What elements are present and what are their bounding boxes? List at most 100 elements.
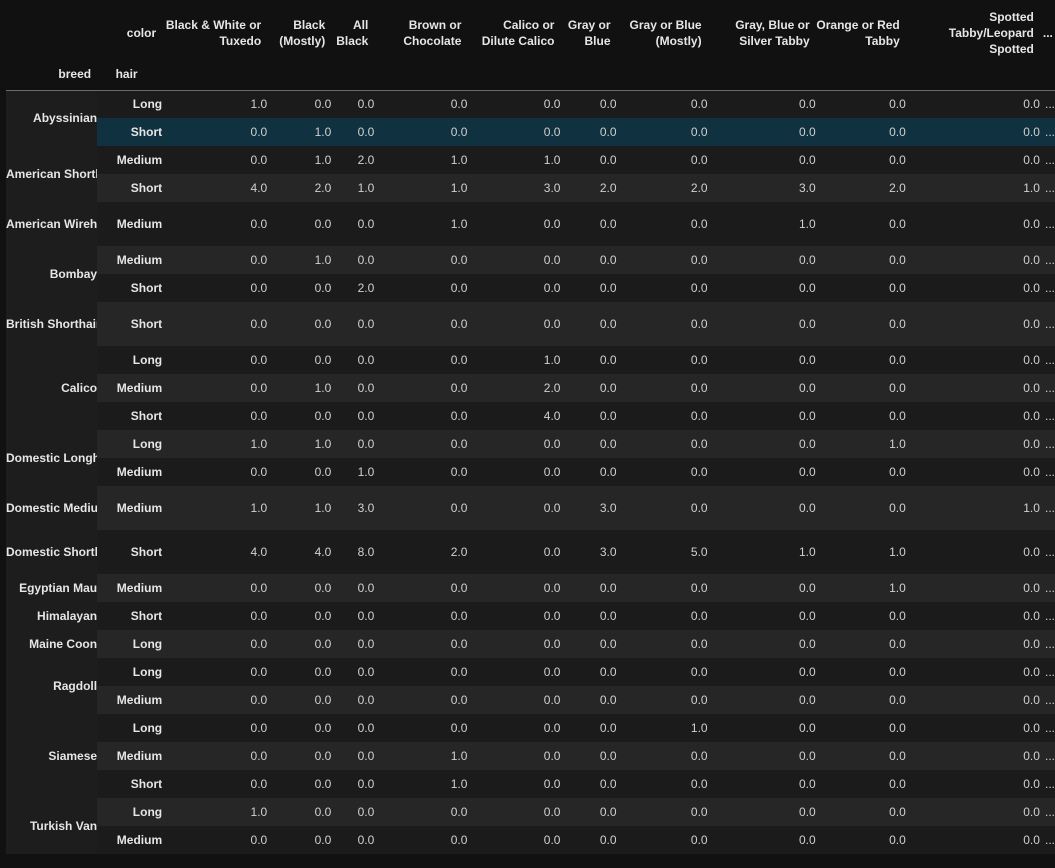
table-cell: 0.0 <box>707 402 816 430</box>
row-index-hair: Medium <box>97 574 163 602</box>
table-cell: 1.0 <box>467 146 561 174</box>
row-index-hair: Long <box>97 90 163 118</box>
pivot-table: color Black & White or Tuxedo Black (Mostl… <box>6 7 1055 854</box>
row-ellipsis: ... <box>1039 302 1055 346</box>
table-cell: 0.0 <box>905 826 1040 854</box>
table-cell: 0.0 <box>707 630 816 658</box>
row-ellipsis: ... <box>1039 486 1055 530</box>
row-index-breed: Domestic Longhair <box>6 430 98 486</box>
table-row[interactable]: Domestic MediumhairMedium1.01.03.00.00.0… <box>6 486 1055 530</box>
table-cell: 0.0 <box>815 714 906 742</box>
table-cell: 0.0 <box>374 274 468 302</box>
row-ellipsis: ... <box>1039 202 1055 246</box>
table-row[interactable]: Turkish Van Long 1.0 0.0 0.0 0.0 0.0 0.0 0.0 0.0 0… <box>6 798 1055 854</box>
table-row[interactable]: British Shorthair Short 0.0 0.0 0.0 0.0 0.0 0.0… <box>6 302 1055 346</box>
index-name-label: breed <box>58 67 92 82</box>
table-cell: 1.0 <box>267 118 332 146</box>
row-index-hair: Short <box>97 602 163 630</box>
table-row[interactable]: Domestic ShorthairShort4.04.08.02.00.03.… <box>6 530 1055 574</box>
table-cell: 0.0 <box>374 574 468 602</box>
table-cell: 0.0 <box>560 202 617 246</box>
table-cell: 0.0 <box>267 346 332 374</box>
column-header: Black & White or Tuxedo <box>165 18 262 48</box>
table-cell: 1.0 <box>331 174 375 202</box>
table-row[interactable]: Maine Coon Long 0.0 0.0 0.0 0.0 0.0 0.0 0.0 0.0 0.… <box>6 630 1055 658</box>
table-cell: 0.0 <box>467 302 561 346</box>
table-row[interactable]: Short 0.0 0.0 0.0 1.0 0.0 0.0 0.0 0.0 0.0 0.0... <box>6 770 1055 798</box>
table-cell: 0.0 <box>267 574 332 602</box>
table-cell: 0.0 <box>815 770 906 798</box>
table-cell: 0.0 <box>331 658 375 686</box>
table-cell: 0.0 <box>331 402 375 430</box>
row-index-hair: Medium <box>97 686 163 714</box>
table-cell: 1.0 <box>374 742 468 770</box>
table-row[interactable]: Short 0.0 0.0 0.0 0.0 4.0 0.0 0.0 0.0 0.0 0.0... <box>6 402 1055 430</box>
table-cell: 0.0 <box>331 246 375 274</box>
table-cell: 0.0 <box>560 430 617 458</box>
table-row[interactable]: Medium 0.0 1.0 0.0 0.0 2.0 0.0 0.0 0.0 0.0 0.0... <box>6 374 1055 402</box>
table-cell: 0.0 <box>374 798 468 826</box>
table-cell: 0.0 <box>331 374 375 402</box>
table-cell: 3.0 <box>331 486 375 530</box>
row-ellipsis: ... <box>1039 574 1055 602</box>
table-cell: 0.0 <box>616 374 708 402</box>
table-cell: 0.0 <box>616 346 708 374</box>
table-row[interactable]: Himalayan Short 0.0 0.0 0.0 0.0 0.0 0.0 0.0 0.0 0.… <box>6 602 1055 630</box>
table-cell: 0.0 <box>815 402 906 430</box>
table-cell: 0.0 <box>331 202 375 246</box>
table-cell: 1.0 <box>374 146 468 174</box>
table-cell: 0.0 <box>905 630 1040 658</box>
table-row[interactable]: Abyssinian Long 1.0 0.0 0.0 0.0 0.0 0.0 0.0 0.0 0.… <box>6 90 1055 146</box>
table-cell: 0.0 <box>815 374 906 402</box>
table-cell: 2.0 <box>331 274 375 302</box>
table-row[interactable]: Egyptian Mau Medium 0.0 0.0 0.0 0.0 0.0 0.0 0.0 0… <box>6 574 1055 602</box>
table-row[interactable]: Bombay Medium 0.0 1.0 0.0 0.0 0.0 0.0 0.0 0.0 0.0 0… <box>6 246 1055 302</box>
table-cell: 0.0 <box>560 374 617 402</box>
table-row[interactable]: American WirehairMedium0.00.00.01.00.00.… <box>6 202 1055 246</box>
table-cell: 0.0 <box>707 686 816 714</box>
table-row[interactable]: Calico Long 0.0 0.0 0.0 0.0 1.0 0.0 0.0 0.0 0.0 0.0… <box>6 346 1055 430</box>
table-cell: 1.0 <box>267 246 332 274</box>
table-cell: 0.0 <box>374 346 468 374</box>
table-row[interactable]: Short 4.0 2.0 1.0 1.0 3.0 2.0 2.0 3.0 2.0 1.0... <box>6 174 1055 202</box>
table-row[interactable]: Siamese Long 0.0 0.0 0.0 0.0 0.0 0.0 1.0 0.0 0.0 0.… <box>6 714 1055 798</box>
table-cell: 0.0 <box>707 274 816 302</box>
table-cell: 0.0 <box>162 302 268 346</box>
table-row[interactable]: American ShorthairMedium0.01.02.01.01.00… <box>6 146 1055 202</box>
row-index-breed: Abyssinian <box>6 90 98 146</box>
row-index-hair: Medium <box>97 374 163 402</box>
table-cell: 0.0 <box>815 658 906 686</box>
table-row[interactable]: Ragdoll Long 0.0 0.0 0.0 0.0 0.0 0.0 0.0 0.0 0.0 0.… <box>6 658 1055 714</box>
row-ellipsis: ... <box>1039 118 1055 146</box>
table-cell: 0.0 <box>331 118 375 146</box>
table-cell: 0.0 <box>815 686 906 714</box>
table-cell: 0.0 <box>467 246 561 274</box>
table-cell: 0.0 <box>905 742 1040 770</box>
row-index-hair: Medium <box>97 146 163 174</box>
table-cell: 0.0 <box>374 246 468 274</box>
table-cell: 0.0 <box>467 630 561 658</box>
table-row[interactable]: Short 0.0 0.0 2.0 0.0 0.0 0.0 0.0 0.0 0.0 0.0... <box>6 274 1055 302</box>
row-index-breed: Bombay <box>6 246 98 302</box>
table-row[interactable]: Medium 0.0 0.0 0.0 0.0 0.0 0.0 0.0 0.0 0.0 0.0... <box>6 826 1055 854</box>
table-cell: 0.0 <box>616 658 708 686</box>
row-ellipsis: ... <box>1039 246 1055 274</box>
table-cell: 0.0 <box>707 742 816 770</box>
table-cell: 0.0 <box>267 302 332 346</box>
table-cell: 0.0 <box>905 402 1040 430</box>
table-cell: 1.0 <box>707 530 816 574</box>
header-spacer <box>708 59 816 90</box>
row-ellipsis: ... <box>1039 458 1055 486</box>
table-row[interactable]: Domestic LonghairLong1.01.00.00.00.00.00… <box>6 430 1055 486</box>
table-cell: 0.0 <box>467 658 561 686</box>
table-row[interactable]: Medium 0.0 0.0 1.0 0.0 0.0 0.0 0.0 0.0 0.0 0.0... <box>6 458 1055 486</box>
row-index-hair: Medium <box>97 826 163 854</box>
table-row[interactable]: Short 0.0 1.0 0.0 0.0 0.0 0.0 0.0 0.0 0.0 0.0... <box>6 118 1055 146</box>
table-cell: 0.0 <box>815 302 906 346</box>
table-cell: 0.0 <box>707 246 816 274</box>
row-ellipsis: ... <box>1039 430 1055 458</box>
table-row[interactable]: Medium 0.0 0.0 0.0 1.0 0.0 0.0 0.0 0.0 0.0 0.0... <box>6 742 1055 770</box>
table-cell: 0.0 <box>162 274 268 302</box>
table-cell: 0.0 <box>905 274 1040 302</box>
table-row[interactable]: Medium 0.0 0.0 0.0 0.0 0.0 0.0 0.0 0.0 0.0 0.0... <box>6 686 1055 714</box>
